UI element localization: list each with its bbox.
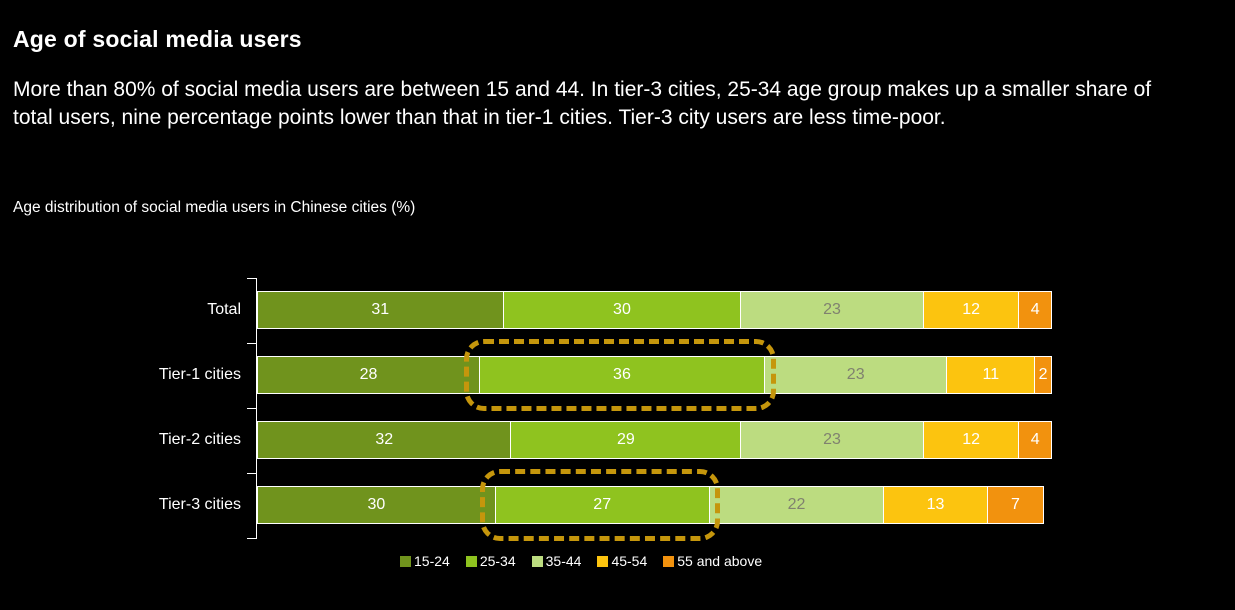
segment-value-label: 13	[926, 496, 945, 513]
bar-row: Tier-2 cities 32 29 23 12 4	[0, 421, 1235, 459]
bar-segment: 11	[947, 357, 1036, 393]
bar-segment: 23	[741, 292, 924, 328]
legend-label: 15-24	[414, 553, 450, 569]
bar-segment: 12	[923, 292, 1020, 328]
legend-swatch	[531, 555, 543, 567]
legend-swatch	[663, 555, 675, 567]
stacked-bar: 30 27 22 13 7	[257, 486, 1045, 524]
legend-item: 45-54	[597, 553, 647, 569]
bar-segment: 23	[764, 357, 948, 393]
legend-item: 55 and above	[663, 553, 762, 569]
bar-segment: 36	[479, 357, 765, 393]
segment-value-label: 4	[1030, 301, 1040, 318]
legend-label: 55 and above	[677, 553, 763, 569]
bar-segment: 2	[1035, 357, 1052, 393]
bar-segment: 32	[258, 422, 512, 458]
bar-segment: 7	[987, 487, 1044, 523]
legend-item: 15-24	[400, 553, 450, 569]
bar-segment: 30	[503, 292, 742, 328]
segment-value-label: 12	[962, 301, 980, 318]
legend-item: 35-44	[531, 553, 582, 569]
segment-value-label: 12	[962, 431, 980, 448]
stacked-bar: 28 36 23 11 2	[257, 356, 1052, 394]
bar-row: Total 31 30 23 12 4	[0, 291, 1235, 329]
legend: 15-24 25-34 35-44 45-54 55 and above	[400, 553, 762, 569]
bar-segment: 29	[511, 422, 742, 458]
legend-label: 25-34	[479, 553, 516, 569]
legend-label: 45-54	[611, 553, 648, 569]
segment-value-label: 30	[367, 496, 386, 513]
segment-value-label: 23	[846, 366, 865, 383]
axis-tick	[247, 278, 257, 279]
bar-segment: 31	[258, 292, 504, 328]
legend-swatch	[597, 555, 609, 567]
segment-value-label: 27	[593, 496, 612, 513]
segment-value-label: 4	[1030, 431, 1040, 448]
page-title: Age of social media users	[13, 26, 302, 52]
category-label: Tier-3 cities	[158, 496, 241, 513]
bar-segment: 23	[741, 422, 924, 458]
segment-value-label: 29	[616, 431, 635, 448]
segment-value-label: 32	[375, 431, 394, 448]
segment-value-label: 31	[371, 301, 390, 318]
bar-segment: 4	[1019, 422, 1052, 458]
segment-value-label: 23	[823, 301, 841, 318]
segment-value-label: 36	[613, 366, 631, 383]
segment-value-label: 7	[1010, 496, 1020, 513]
axis-tick	[247, 473, 257, 474]
legend-swatch	[400, 555, 411, 567]
category-label: Tier-1 cities	[158, 366, 241, 383]
summary-text: More than 80% of social media users are …	[13, 78, 1152, 129]
bar-segment: 22	[709, 487, 885, 523]
stacked-bar-chart: Total 31 30 23 12 4 Tier-1 cities 28 36 23 11 2 Tier…	[0, 278, 1235, 541]
category-label: Tier-2 cities	[158, 431, 241, 448]
bar-row: Tier-1 cities 28 36 23 11 2	[0, 356, 1235, 394]
bar-row: Tier-3 cities 30 27 22 13 7	[0, 486, 1235, 524]
bar-segment: 12	[923, 422, 1020, 458]
chart-caption: Age distribution of social media users i…	[13, 199, 416, 216]
segment-value-label: 11	[982, 366, 1000, 383]
bar-segment: 13	[884, 487, 988, 523]
segment-value-label: 30	[613, 301, 631, 318]
axis-tick	[247, 538, 257, 539]
highlight-box	[463, 339, 776, 411]
bar-segment: 4	[1019, 292, 1052, 328]
bar-segment: 28	[258, 357, 480, 393]
axis-tick	[247, 408, 257, 409]
legend-item: 25-34	[465, 553, 516, 569]
bar-segment: 30	[258, 487, 496, 523]
highlight-box	[479, 469, 721, 541]
stacked-bar: 32 29 23 12 4	[257, 421, 1052, 459]
legend-label: 35-44	[545, 553, 582, 569]
stacked-bar: 31 30 23 12 4	[257, 291, 1052, 329]
category-label: Total	[207, 301, 241, 318]
axis-tick	[247, 343, 257, 344]
segment-value-label: 23	[823, 431, 841, 448]
segment-value-label: 28	[359, 366, 378, 383]
bar-segment: 27	[495, 487, 710, 523]
segment-value-label: 2	[1038, 366, 1048, 383]
segment-value-label: 22	[787, 496, 806, 513]
legend-swatch	[465, 555, 477, 567]
